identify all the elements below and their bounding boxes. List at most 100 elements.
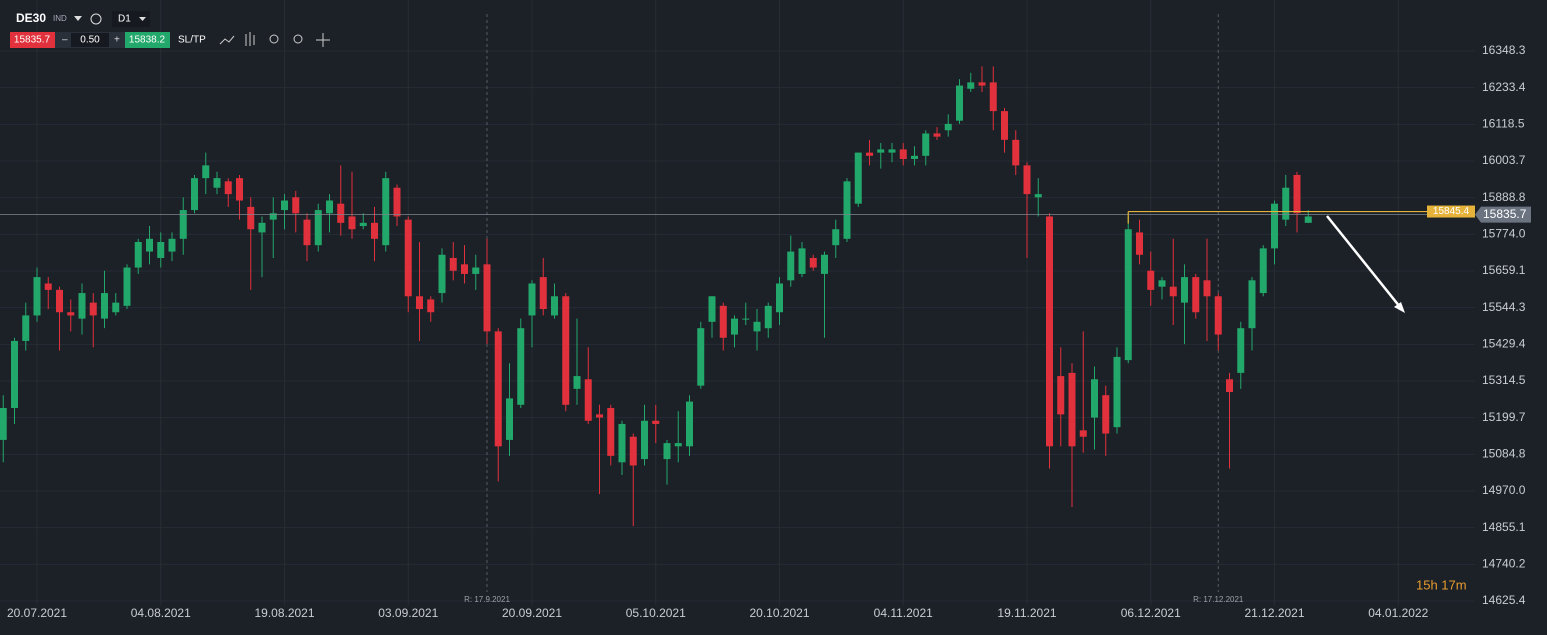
candle-body — [764, 305, 772, 329]
x-tick-label: 04.08.2021 — [131, 606, 191, 620]
candle-body — [179, 210, 187, 239]
candle-body — [809, 257, 817, 268]
candle-body — [1304, 216, 1312, 223]
buy-box[interactable] — [125, 32, 170, 48]
candle-body — [978, 82, 986, 86]
sell-box[interactable] — [10, 32, 55, 48]
zoom-in-icon[interactable] — [293, 34, 303, 44]
symbol[interactable]: DE30 — [16, 11, 46, 25]
candle-body — [258, 222, 266, 233]
candle-body — [416, 296, 423, 310]
candle-body — [1158, 280, 1166, 287]
dropdown-icon[interactable] — [74, 16, 82, 21]
toolbar: DE30 IND D1 15835.7 – 0.50 + 15838.2 SL/… — [10, 11, 330, 48]
sell-price[interactable]: 15835.7 — [14, 35, 51, 46]
candle-body — [449, 257, 457, 271]
x-tick-label: 19.08.2021 — [254, 606, 314, 620]
info-icon[interactable] — [90, 13, 102, 25]
line-tool-icon[interactable] — [219, 35, 235, 45]
candle-body — [224, 181, 232, 195]
candle-body — [1023, 165, 1031, 195]
candle-body — [967, 82, 975, 89]
spread[interactable]: 0.50 — [80, 35, 100, 46]
candle-body — [787, 251, 795, 281]
candle-body — [461, 264, 468, 274]
candle-body — [1136, 232, 1143, 255]
candle-body — [618, 423, 626, 463]
candle-body — [528, 283, 536, 316]
candle-body — [821, 254, 828, 274]
y-tick-label: 15199.7 — [1482, 410, 1526, 424]
candle-body — [1068, 372, 1076, 447]
candle-body — [1046, 216, 1053, 447]
arrow-annotation — [1326, 215, 1405, 313]
price-axis: 16348.3 16233.4 16118.5 16003.7 15888.8 15774… — [7, 43, 1531, 620]
minus-button[interactable]: – — [62, 35, 68, 46]
candle-body — [1001, 111, 1008, 140]
y-tick-label: 16348.3 — [1482, 43, 1526, 57]
candle-body — [101, 293, 108, 319]
candle-body — [866, 152, 873, 156]
candle-body — [89, 302, 97, 316]
symbol-type: IND — [53, 14, 67, 23]
candle-body — [0, 407, 7, 440]
candle-body — [22, 315, 30, 341]
candle-body — [1214, 296, 1222, 335]
move-icon[interactable] — [316, 33, 330, 47]
candle-body — [506, 398, 513, 440]
candle-body — [1271, 203, 1278, 249]
candle-body — [1012, 139, 1020, 166]
candle-body — [1124, 229, 1132, 361]
candle-body — [888, 149, 896, 153]
candle-body — [191, 178, 198, 211]
candle-body — [933, 133, 941, 137]
candle-body — [67, 312, 75, 316]
candle-body — [78, 293, 86, 319]
plot — [0, 66, 1475, 527]
candle-body — [326, 200, 333, 214]
candle-body — [652, 420, 660, 424]
countdown: 15h 17m — [1416, 577, 1467, 592]
grid — [0, 0, 1475, 605]
y-tick-label: 15774.0 — [1482, 227, 1526, 241]
candle-body — [247, 206, 255, 230]
timeframe-box[interactable] — [112, 11, 150, 27]
candle-body — [551, 296, 558, 316]
volume-input[interactable] — [71, 33, 109, 47]
zoom-out-icon[interactable] — [269, 34, 279, 44]
y-tick-label: 14970.0 — [1482, 483, 1526, 497]
candle-body — [539, 277, 547, 310]
candle-body — [157, 241, 165, 258]
sltp-button[interactable]: SL/TP — [178, 35, 206, 46]
y-tick-label: 14625.4 — [1482, 593, 1526, 607]
candle-body — [33, 277, 41, 316]
x-tick-label: 20.07.2021 — [7, 606, 67, 620]
candle-body — [483, 264, 491, 332]
x-tick-label: 03.09.2021 — [378, 606, 438, 620]
y-tick-label: 16118.5 — [1482, 117, 1525, 131]
candle-body — [281, 200, 288, 211]
timeframe[interactable]: D1 — [118, 14, 131, 25]
x-tick-label: 21.12.2021 — [1244, 606, 1304, 620]
plus-button[interactable]: + — [114, 35, 120, 46]
candle-body — [168, 238, 176, 252]
candle-body — [314, 210, 322, 246]
candle-tool-icon[interactable] — [245, 32, 255, 46]
x-tick-label: 05.10.2021 — [626, 606, 686, 620]
candle-body — [607, 407, 615, 456]
candle-body — [517, 328, 525, 405]
candle-body — [573, 376, 581, 389]
candle-body — [989, 82, 997, 112]
x-tick-label: 19.11.2021 — [997, 606, 1056, 620]
candle-body — [629, 436, 637, 466]
candle-body — [112, 302, 120, 313]
buy-price[interactable]: 15838.2 — [129, 35, 166, 46]
candle-body — [292, 197, 300, 214]
candle-body — [1091, 379, 1098, 418]
dropdown-icon[interactable] — [139, 17, 146, 21]
candle-body — [1248, 280, 1256, 329]
x-tick-label: 20.09.2021 — [502, 606, 562, 620]
rollover-label: R: 17.12.2021 — [1193, 595, 1244, 604]
